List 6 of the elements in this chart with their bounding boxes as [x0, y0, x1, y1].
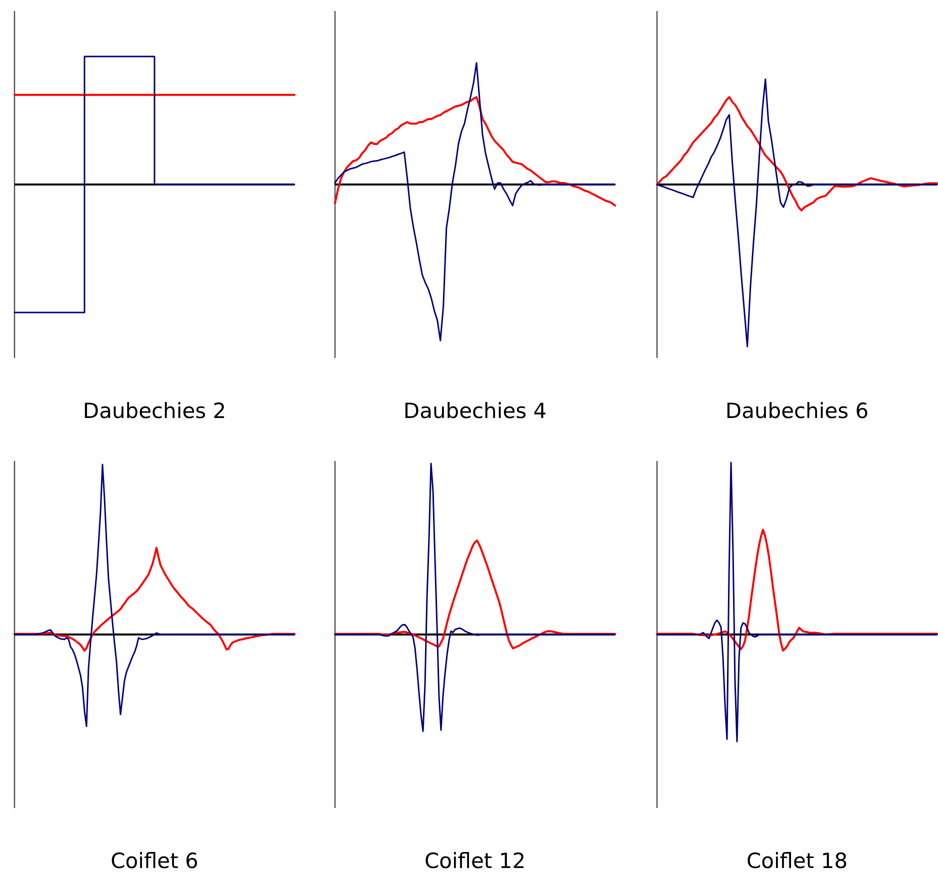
text: Coiflet 18 — [746, 849, 848, 872]
text: Daubechies 2 — [82, 399, 226, 423]
text: Daubechies 6 — [725, 399, 869, 423]
text: Coiflet 12 — [424, 849, 526, 872]
text: Daubechies 4 — [403, 399, 547, 423]
text: Coiflet 6 — [110, 849, 198, 872]
